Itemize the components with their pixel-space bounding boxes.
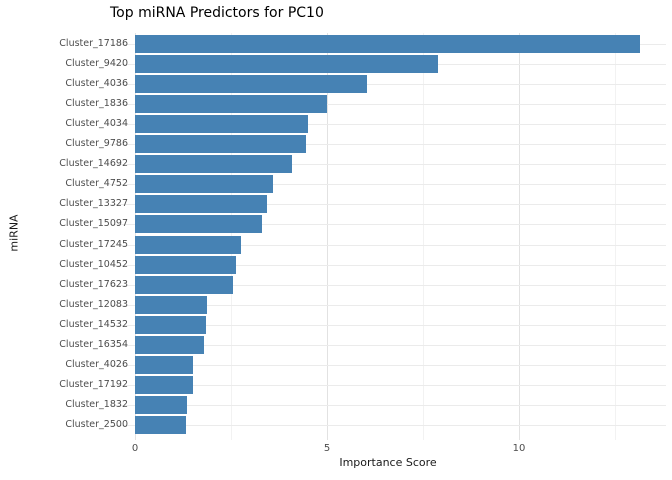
bar-Cluster_14692 [135,155,293,174]
y-tick-label: Cluster_9420 [65,58,128,70]
bar-Cluster_14532 [135,315,207,334]
y-tick-label: Cluster_1836 [65,98,128,110]
category-gridline [110,224,666,226]
bar-Cluster_12083 [135,295,208,314]
category-gridline [110,304,666,306]
y-tick-label: Cluster_15097 [59,218,128,230]
y-tick-label: Cluster_9786 [65,138,128,150]
category-gridline [110,424,666,426]
y-tick-label: Cluster_4034 [65,118,128,130]
y-tick-label: Cluster_13327 [59,198,128,210]
bar-Cluster_10452 [135,255,236,274]
bar-Cluster_13327 [135,195,268,214]
bar-Cluster_15097 [135,215,262,234]
category-gridline [110,324,666,326]
minor-gridline [615,33,616,440]
bar-Cluster_17245 [135,235,241,254]
minor-gridline [423,33,424,440]
major-gridline [327,33,328,440]
bar-Cluster_4026 [135,355,193,374]
category-gridline [110,204,666,206]
y-axis-title: miRNA [7,214,21,252]
category-gridline [110,124,666,126]
bar-Cluster_2500 [135,415,187,434]
bar-Cluster_17192 [135,375,193,394]
category-gridline [110,364,666,366]
bar-Cluster_4752 [135,175,274,194]
y-tick-label: Cluster_17192 [59,378,128,390]
category-gridline [110,104,666,106]
y-tick-label: Cluster_12083 [59,298,128,310]
x-tick-label: 10 [512,443,526,454]
category-gridline [110,184,666,186]
category-gridline [110,144,666,146]
category-gridline [110,84,666,86]
category-gridline [110,404,666,406]
category-gridline [110,164,666,166]
x-tick-label: 0 [131,443,139,454]
category-gridline [110,384,666,386]
bar-Cluster_4036 [135,75,368,94]
y-tick-label: Cluster_4036 [65,78,128,90]
y-tick-label: Cluster_17245 [59,238,128,250]
y-tick-label: Cluster_14532 [59,318,128,330]
bar-Cluster_16354 [135,335,205,354]
bar-Cluster_1836 [135,95,327,114]
category-gridline [110,344,666,346]
chart-title: Top miRNA Predictors for PC10 [110,5,324,21]
y-tick-label: Cluster_1832 [65,398,128,410]
category-gridline [110,284,666,286]
bar-Cluster_9786 [135,135,306,154]
category-gridline [110,264,666,266]
major-gridline [519,33,520,440]
bar-Cluster_9420 [135,55,439,74]
y-tick-label: Cluster_17623 [59,278,128,290]
y-tick-label: Cluster_10452 [59,258,128,270]
y-tick-label: Cluster_4752 [65,178,128,190]
category-gridline [110,244,666,246]
bar-Cluster_17623 [135,275,233,294]
y-tick-label: Cluster_17186 [59,38,128,49]
bar-Cluster_4034 [135,115,308,134]
y-tick-label: Cluster_2500 [65,418,128,430]
plot-panel [110,33,666,440]
x-tick-label: 5 [323,443,331,454]
y-tick-label: Cluster_4026 [65,358,128,370]
x-axis-title: Importance Score [339,456,437,469]
y-tick-label: Cluster_14692 [59,158,128,170]
bar-Cluster_17186 [135,35,640,53]
bar-Cluster_1832 [135,395,187,414]
y-tick-label: Cluster_16354 [59,338,128,350]
